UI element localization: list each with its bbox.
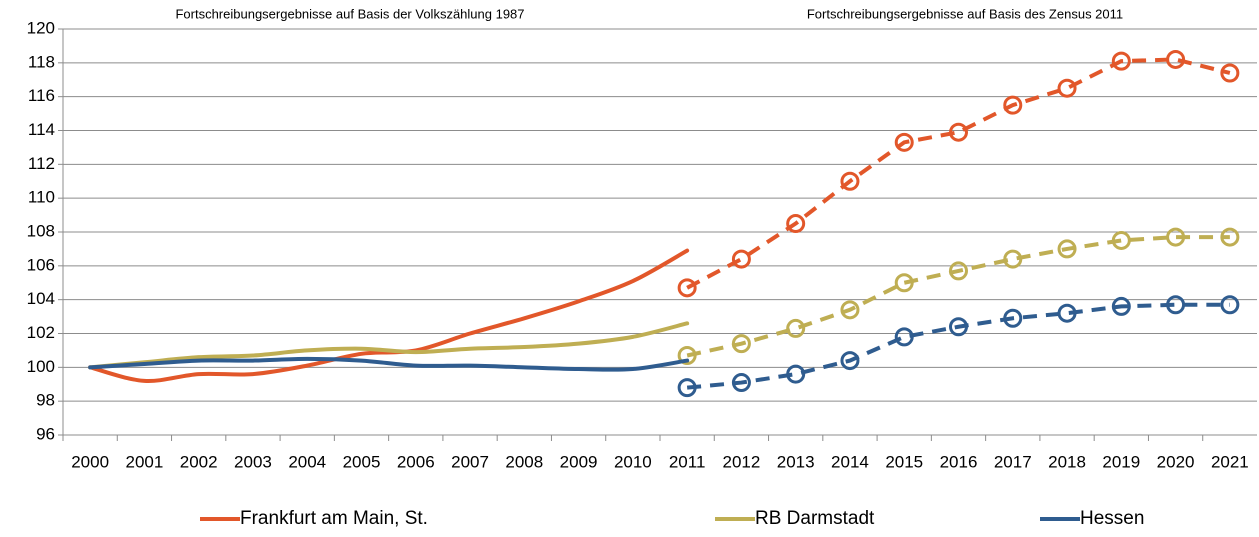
x-tick-label: 2001: [125, 452, 163, 471]
marker: [1057, 303, 1077, 323]
marker: [840, 351, 860, 371]
series-line: [88, 356, 690, 372]
marker: [949, 261, 968, 281]
marker: [1003, 249, 1023, 269]
marker: [1057, 78, 1077, 98]
annotation: Fortschreibungsergebnisse auf Basis der …: [175, 6, 524, 21]
series-line: [88, 321, 690, 370]
marker: [1003, 308, 1023, 328]
series-line-census: [686, 235, 1230, 358]
marker: [731, 249, 751, 269]
x-tick-label: 2007: [451, 452, 489, 471]
y-tick-label: 106: [27, 255, 55, 274]
marker: [1003, 95, 1023, 115]
x-tick-label: 2020: [1157, 452, 1195, 471]
x-tick-label: 2015: [885, 452, 923, 471]
marker: [786, 364, 806, 384]
x-tick-label: 2019: [1102, 452, 1140, 471]
marker: [1166, 49, 1186, 69]
marker: [677, 345, 697, 365]
y-tick-label: 114: [28, 120, 55, 139]
marker: [840, 171, 860, 191]
x-tick-label: 2003: [234, 452, 272, 471]
x-tick-label: 2011: [669, 452, 706, 471]
y-tick-label: 100: [27, 357, 55, 376]
x-tick-label: 2014: [831, 452, 869, 471]
marker: [1220, 227, 1240, 247]
y-tick-label: 118: [28, 52, 55, 71]
marker: [1166, 227, 1186, 247]
marker: [1220, 63, 1240, 83]
marker: [1111, 230, 1131, 250]
marker: [1220, 295, 1240, 315]
marker: [1111, 296, 1131, 316]
marker: [949, 317, 968, 337]
x-tick-label: 2021: [1211, 452, 1249, 471]
x-tick-label: 2009: [560, 452, 598, 471]
marker: [731, 334, 751, 354]
x-tick-label: 2002: [180, 452, 218, 471]
y-tick-label: 112: [28, 154, 55, 173]
y-tick-label: 98: [36, 391, 55, 410]
x-tick-label: 2018: [1048, 452, 1086, 471]
marker: [677, 278, 697, 298]
y-tick-label: 116: [28, 86, 55, 105]
marker: [677, 378, 697, 398]
annotation: Fortschreibungsergebnisse auf Basis des …: [807, 6, 1123, 21]
marker: [1166, 295, 1186, 315]
x-tick-label: 2012: [722, 452, 760, 471]
x-tick-label: 2006: [397, 452, 435, 471]
marker: [731, 373, 751, 393]
series-line-census: [686, 302, 1230, 390]
x-tick-label: 2004: [288, 452, 326, 471]
legend-label: Frankfurt am Main, St.: [240, 508, 428, 529]
marker: [894, 327, 914, 347]
marker: [840, 300, 860, 320]
legend-label: Hessen: [1080, 508, 1144, 529]
y-tick-label: 108: [27, 221, 55, 240]
y-tick-label: 120: [27, 18, 55, 37]
y-tick-label: 96: [36, 424, 55, 443]
x-tick-label: 2013: [777, 452, 815, 471]
marker: [1111, 51, 1131, 71]
x-tick-label: 2000: [71, 452, 109, 471]
marker: [786, 214, 806, 234]
y-tick-label: 104: [27, 289, 55, 308]
x-tick-label: 2017: [994, 452, 1032, 471]
x-tick-label: 2008: [505, 452, 543, 471]
marker: [949, 122, 968, 142]
series-line-census: [686, 57, 1231, 290]
y-tick-label: 102: [27, 323, 55, 342]
marker: [894, 132, 914, 152]
x-tick-label: 2005: [343, 452, 381, 471]
x-tick-label: 2016: [940, 452, 978, 471]
legend-label: RB Darmstadt: [755, 508, 875, 529]
marker: [1057, 239, 1077, 259]
x-tick-label: 2010: [614, 452, 652, 471]
marker: [894, 273, 914, 293]
y-tick-label: 110: [28, 188, 55, 207]
marker: [786, 318, 806, 338]
